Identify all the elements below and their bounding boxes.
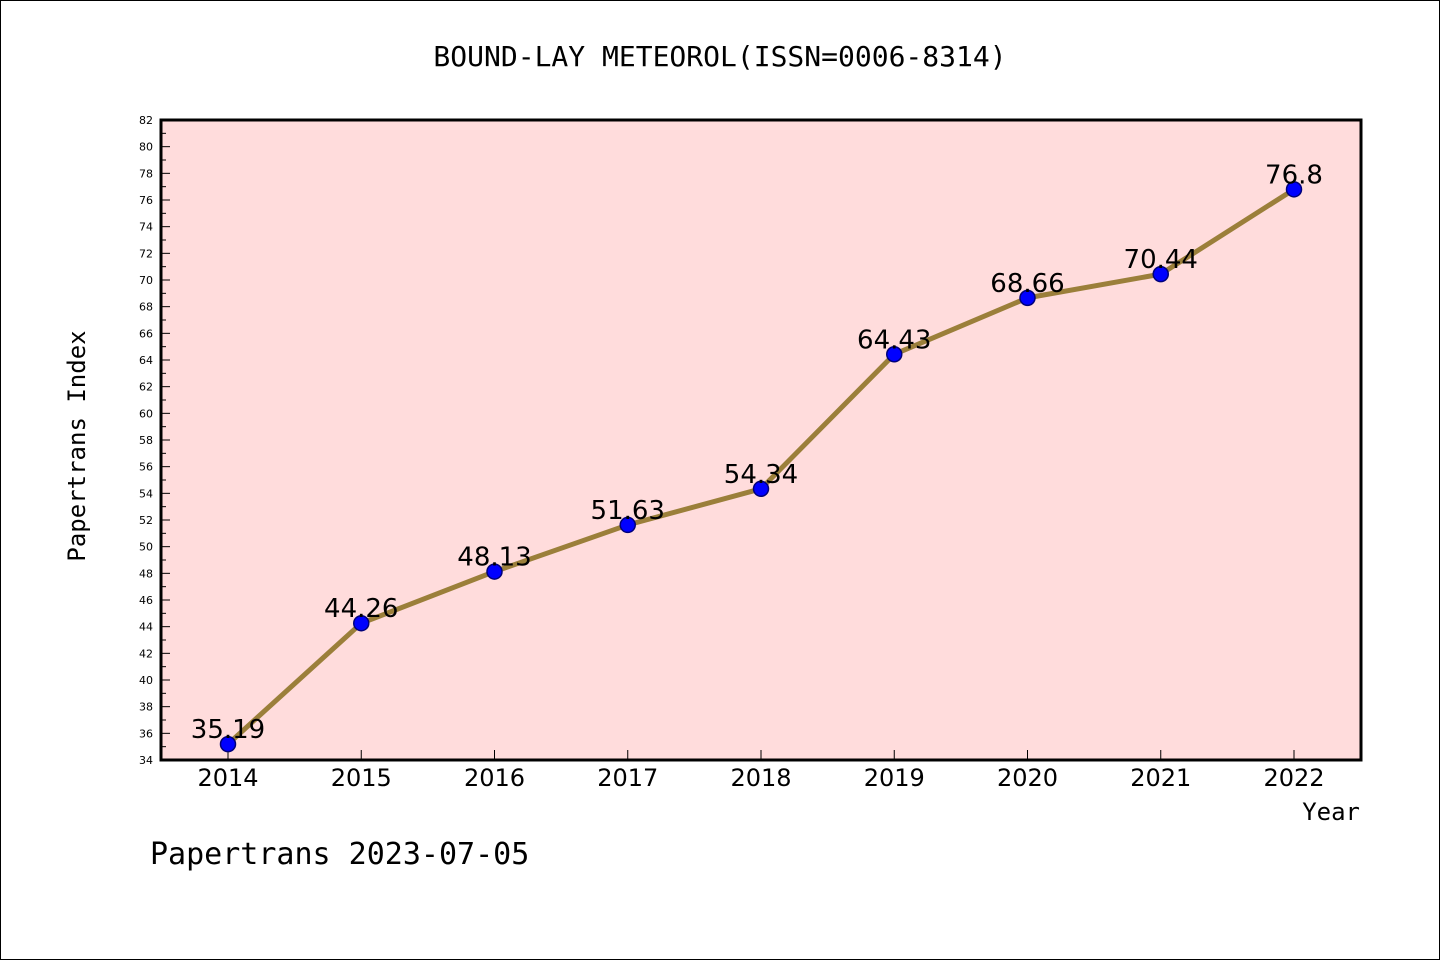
data-point xyxy=(619,516,636,534)
data-label: 76.8 xyxy=(1265,160,1323,190)
x-tick-label: 2014 xyxy=(197,764,258,792)
y-tick-label: 64 xyxy=(139,354,153,367)
y-tick-label: 40 xyxy=(139,674,153,687)
data-point xyxy=(752,480,770,498)
x-axis: 2014 2015 2016 2017 2018 2019 2020 2021 2022 xyxy=(197,750,1325,792)
y-tick-label: 70 xyxy=(139,274,153,287)
y-tick-label: 56 xyxy=(139,461,153,474)
y-tick-label: 50 xyxy=(139,541,153,554)
x-tick-label: 2017 xyxy=(597,764,658,792)
y-tick-label: 36 xyxy=(139,727,153,740)
data-label: 64.43 xyxy=(857,325,931,355)
data-point xyxy=(219,735,237,753)
data-point xyxy=(1285,181,1303,198)
y-tick-label: 60 xyxy=(139,407,153,420)
y-tick-label: 68 xyxy=(139,301,153,314)
data-point xyxy=(886,346,903,363)
x-tick-label: 2018 xyxy=(730,764,791,792)
y-tick-label: 54 xyxy=(139,487,153,500)
y-tick-label: 72 xyxy=(139,247,153,260)
y-tick-label: 82 xyxy=(139,114,153,127)
plot-area xyxy=(159,118,1363,762)
data-point xyxy=(1019,289,1036,307)
y-tick-label: 38 xyxy=(139,701,153,714)
data-label: 54.34 xyxy=(724,460,798,490)
y-tick-label: 34 xyxy=(139,754,153,767)
data-label: 44.26 xyxy=(324,594,398,624)
y-axis-label: Papertrans Index xyxy=(63,330,91,561)
y-tick-label: 76 xyxy=(139,194,153,207)
y-tick-label: 42 xyxy=(139,647,153,660)
x-axis-label: Year xyxy=(1302,798,1360,826)
data-labels: 35.19 44.26 48.13 51.63 54.34 64.43 68.66 70.44… xyxy=(191,160,1323,745)
data-point xyxy=(1152,265,1169,283)
y-tick-label: 58 xyxy=(139,434,153,447)
data-label: 68.66 xyxy=(990,269,1064,299)
x-tick-label: 2015 xyxy=(331,764,392,792)
y-tick-label: 74 xyxy=(139,221,153,234)
x-tick-label: 2016 xyxy=(464,764,525,792)
y-tick-label: 78 xyxy=(139,167,153,180)
y-tick-label: 48 xyxy=(139,567,153,580)
y-tick-label: 62 xyxy=(139,381,153,394)
y-tick-label: 66 xyxy=(139,327,153,340)
x-tick-label: 2019 xyxy=(864,764,925,792)
data-label: 51.63 xyxy=(591,496,665,526)
y-tick-label: 52 xyxy=(139,514,153,527)
footer-text: Papertrans 2023-07-05 xyxy=(150,837,529,872)
x-tick-label: 2021 xyxy=(1130,764,1191,792)
data-point xyxy=(486,563,503,580)
y-tick-label: 46 xyxy=(139,594,153,607)
y-tick-label: 44 xyxy=(139,621,153,634)
x-tick-label: 2022 xyxy=(1263,764,1324,792)
data-label: 35.19 xyxy=(191,715,265,745)
y-axis: 34 36 38 40 42 44 46 48 50 52 54 56 58 60 62 64 66 68 70 72… xyxy=(139,114,170,767)
series xyxy=(219,181,1303,753)
y-tick-label: 80 xyxy=(139,141,153,154)
data-label: 48.13 xyxy=(457,543,531,573)
data-label: 70.44 xyxy=(1124,245,1198,275)
x-tick-label: 2020 xyxy=(997,764,1058,792)
chart-title: BOUND-LAY METEOROL(ISSN=0006-8314) xyxy=(433,40,1006,73)
data-point xyxy=(353,614,370,632)
